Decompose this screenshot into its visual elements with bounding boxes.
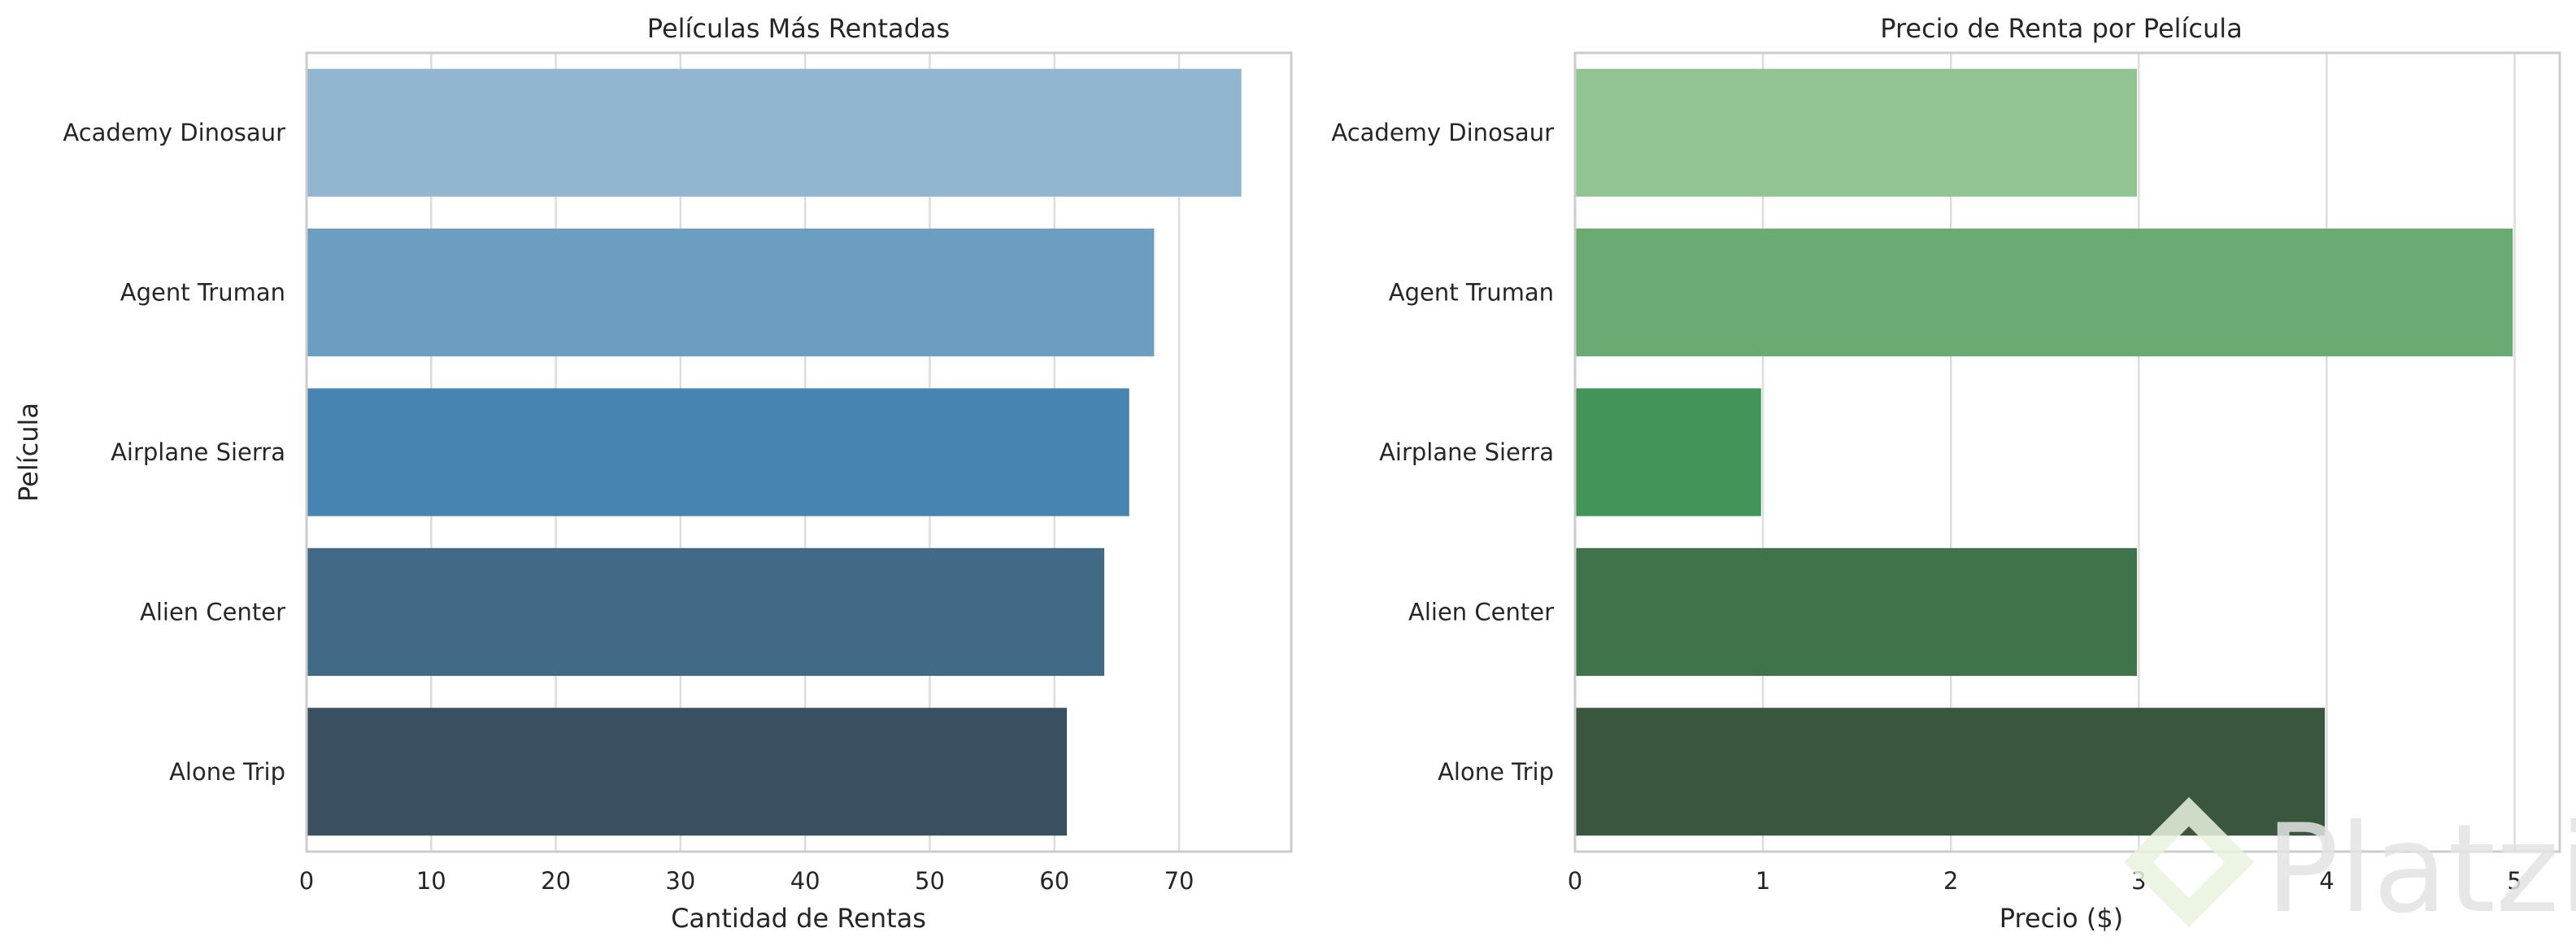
y-tick-label: Agent Truman xyxy=(120,279,285,307)
y-tick-label: Airplane Sierra xyxy=(111,438,285,466)
y-tick-label: Alone Trip xyxy=(1438,758,1554,786)
watermark: Platzi xyxy=(2124,797,2576,940)
chart-rentals: Películas Más Rentadas Academy DinosaurA… xyxy=(13,13,1293,934)
y-tick-labels: Academy Dinosaur Agent Truman Airplane Sie… xyxy=(63,119,285,786)
chart-title: Precio de Renta por Película xyxy=(1880,13,2243,44)
x-tick-labels: 0 10 20 30 40 50 60 70 xyxy=(299,867,1194,895)
y-tick-label: Alien Center xyxy=(140,598,285,625)
y-tick-label: Alone Trip xyxy=(169,758,285,786)
y-tick-label: Agent Truman xyxy=(1389,279,1554,307)
x-tick-label: 10 xyxy=(416,867,446,895)
watermark-text: Platzi xyxy=(2265,799,2576,940)
x-axis-label: Cantidad de Rentas xyxy=(671,903,926,934)
y-axis-label: Película xyxy=(13,403,44,502)
x-tick-label: 1 xyxy=(1756,867,1770,895)
bar xyxy=(307,229,1155,357)
bar xyxy=(1575,68,2138,197)
x-axis-label: Precio ($) xyxy=(1999,903,2123,934)
y-tick-label: Academy Dinosaur xyxy=(1331,119,1554,146)
x-tick-label: 5 xyxy=(2507,867,2522,895)
bar xyxy=(1575,229,2513,357)
x-tick-label: 20 xyxy=(541,867,571,895)
bar xyxy=(1575,547,2138,676)
bar xyxy=(307,68,1242,197)
bars xyxy=(307,68,1242,836)
bar xyxy=(307,547,1105,676)
bars xyxy=(1575,68,2513,836)
x-tick-label: 0 xyxy=(1568,867,1582,895)
y-tick-labels: Academy Dinosaur Agent Truman Airplane Sie… xyxy=(1331,119,1554,786)
bar xyxy=(307,388,1129,516)
x-tick-label: 2 xyxy=(1943,867,1958,895)
x-tick-label: 40 xyxy=(790,867,820,895)
y-tick-label: Academy Dinosaur xyxy=(63,119,285,146)
x-tick-label: 30 xyxy=(665,867,695,895)
x-tick-label: 60 xyxy=(1039,867,1069,895)
y-tick-label: Airplane Sierra xyxy=(1379,438,1554,466)
plot-frame xyxy=(1573,51,2561,853)
bar xyxy=(1575,388,1761,516)
chart-title: Películas Más Rentadas xyxy=(647,13,950,44)
x-tick-label: 4 xyxy=(2319,867,2334,895)
platzi-logo-icon xyxy=(2124,797,2254,927)
x-tick-label: 70 xyxy=(1164,867,1194,895)
x-tick-label: 0 xyxy=(299,867,314,895)
y-tick-label: Alien Center xyxy=(1408,598,1554,625)
x-tick-label: 50 xyxy=(915,867,945,895)
chart-price: Precio de Renta por Película Academy Din… xyxy=(1331,13,2561,934)
bar xyxy=(307,708,1068,836)
plot-frame xyxy=(305,51,1293,853)
bar xyxy=(1575,708,2326,836)
